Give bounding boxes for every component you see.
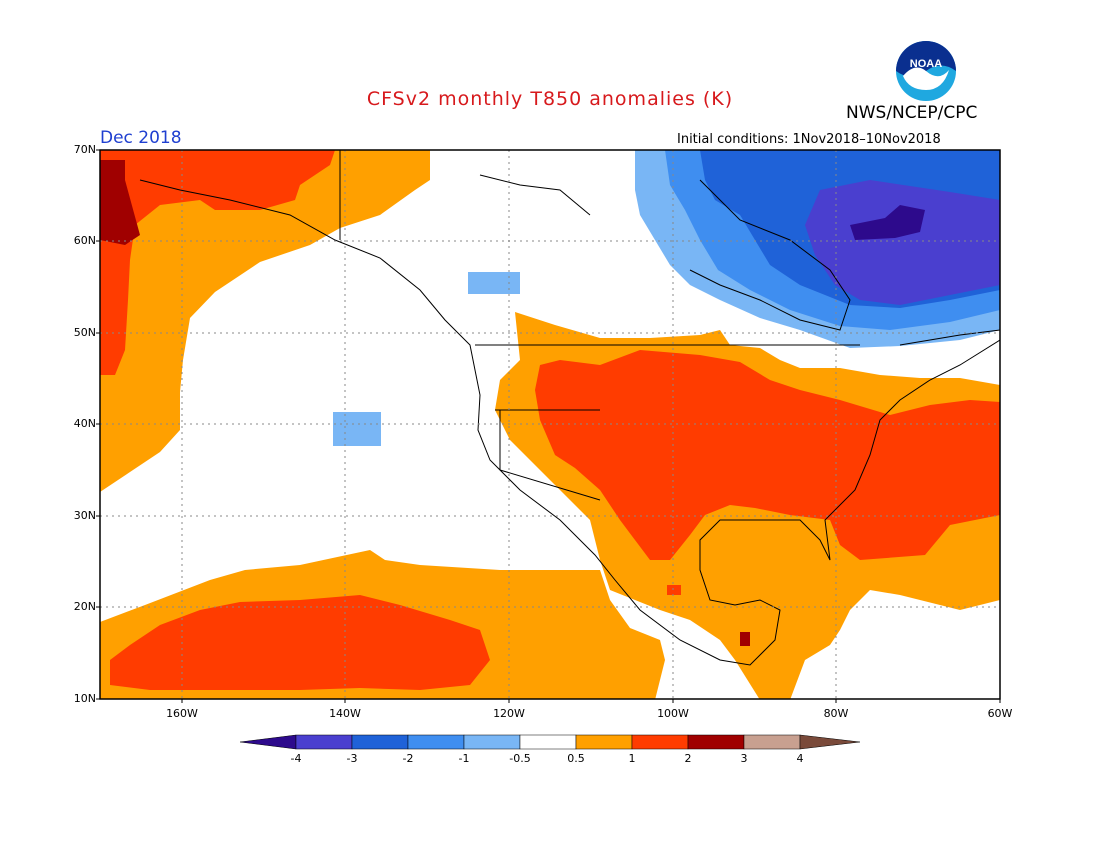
logo-text: NOAA [910, 58, 942, 70]
lon-label: 100W [657, 707, 689, 720]
lat-label: 40N [73, 417, 96, 430]
lon-label: 60W [987, 707, 1013, 720]
colorbar-label: 0.5 [567, 752, 585, 765]
lat-label: 50N [73, 326, 96, 339]
colorbar-label: 3 [740, 752, 748, 765]
darkred-patch-central-america [740, 632, 750, 646]
initial-conditions: Initial conditions: 1Nov2018–10Nov2018 [677, 132, 941, 147]
lon-label: 140W [329, 707, 361, 720]
lightblue-patch-pacific [333, 412, 381, 446]
map-title: CFSv2 monthly T850 anomalies (K) [366, 88, 734, 110]
lon-label: 160W [166, 707, 198, 720]
colorbar [239, 734, 861, 750]
lightblue-patch-bc [468, 272, 520, 294]
colorbar-label: -4 [290, 752, 302, 765]
anomaly-field [100, 150, 1000, 699]
colorbar-label: -1 [458, 752, 470, 765]
graticule [100, 150, 1000, 699]
lat-label: 20N [73, 600, 96, 613]
lat-label: 30N [73, 509, 96, 522]
colorbar-label: 1 [628, 752, 636, 765]
colorbar-label: 2 [684, 752, 692, 765]
colorbar-label: -2 [402, 752, 414, 765]
colorbar-label: 4 [796, 752, 804, 765]
agency-label: NWS/NCEP/CPC [846, 103, 978, 123]
colorbar-label: -3 [346, 752, 358, 765]
lat-label: 60N [73, 234, 96, 247]
red-region-tropical-pacific [110, 595, 490, 690]
lon-label: 120W [493, 707, 525, 720]
lon-label: 80W [823, 707, 849, 720]
tick-marks [96, 149, 1001, 703]
darkred-patch-mexico [667, 585, 681, 595]
colorbar-label: -0.5 [509, 752, 531, 765]
forecast-month: Dec 2018 [100, 128, 182, 148]
coastlines [139, 150, 1000, 666]
lat-label: 70N [73, 143, 96, 156]
purple-region-hudson [805, 180, 1000, 305]
darkpurple-region-hudson [850, 205, 925, 240]
noaa-logo: NOAA [896, 41, 956, 101]
red-region-usa [535, 350, 1000, 560]
darkred-region-bering [100, 160, 140, 245]
lat-label: 10N [73, 692, 96, 705]
